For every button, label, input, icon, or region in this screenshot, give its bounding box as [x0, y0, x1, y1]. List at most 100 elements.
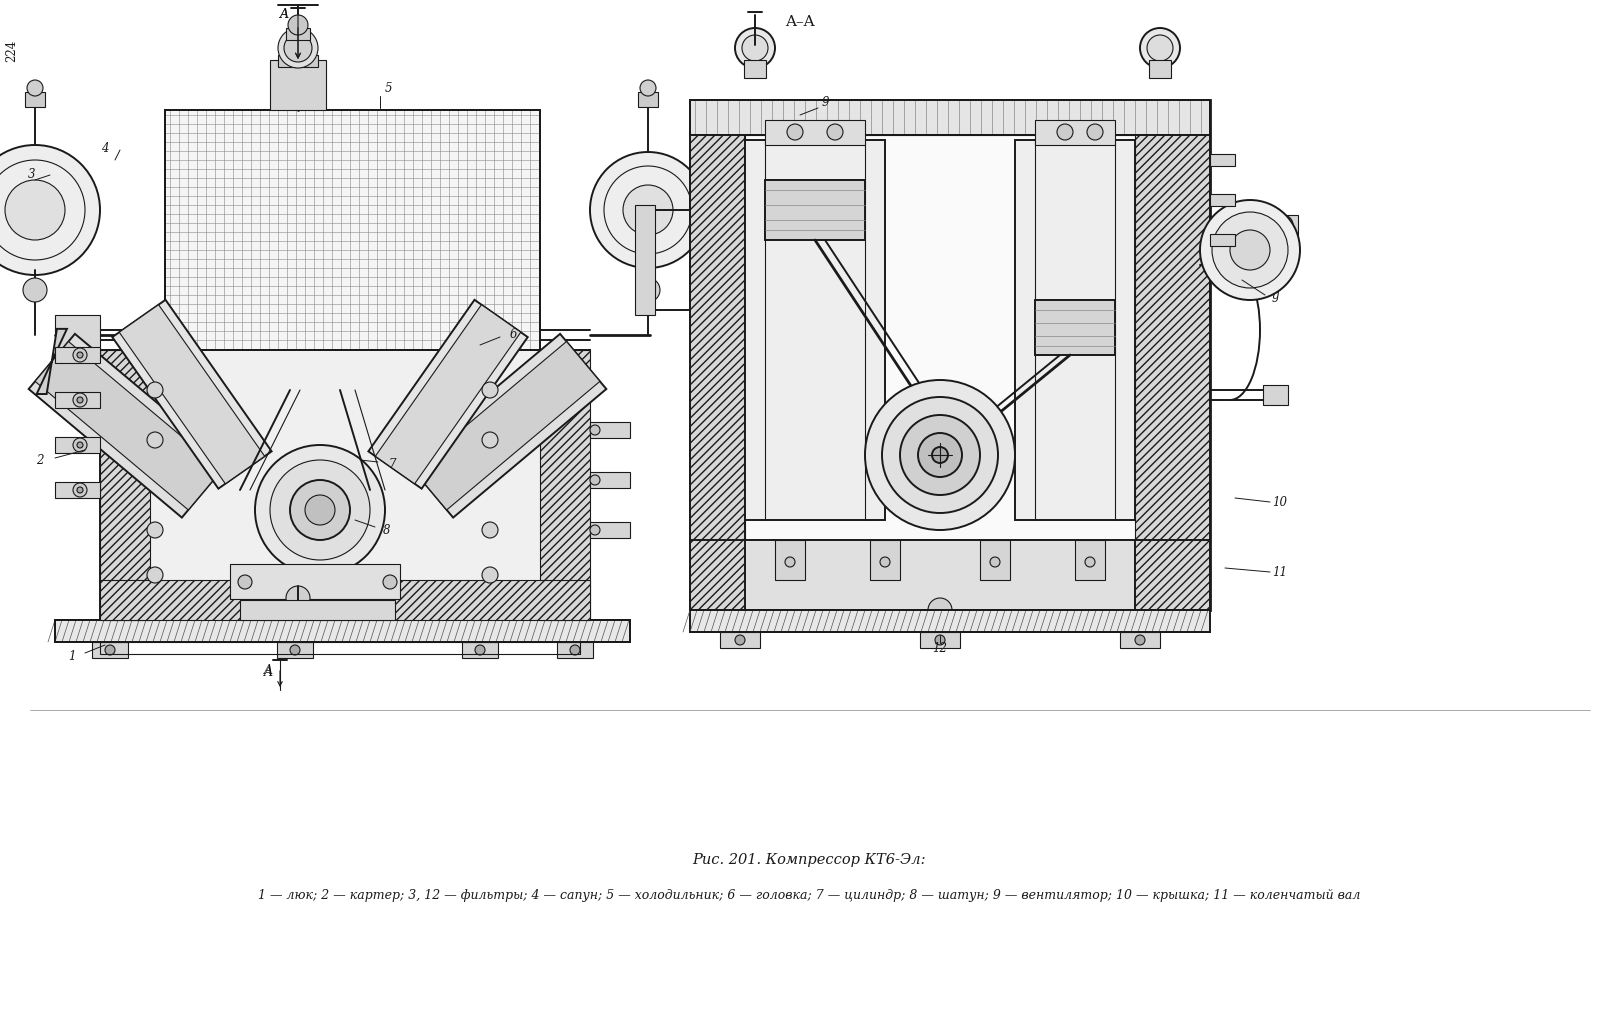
- Circle shape: [881, 557, 890, 567]
- Bar: [979, 540, 1010, 580]
- Bar: [1075, 540, 1106, 580]
- Circle shape: [256, 445, 385, 575]
- Circle shape: [933, 447, 949, 463]
- Bar: [55, 620, 630, 641]
- Bar: [720, 632, 759, 648]
- Bar: [24, 92, 45, 107]
- Circle shape: [23, 278, 47, 302]
- Bar: [1268, 215, 1298, 234]
- Circle shape: [787, 124, 803, 140]
- Polygon shape: [541, 350, 589, 620]
- Circle shape: [865, 380, 1015, 530]
- Bar: [690, 100, 1209, 135]
- Bar: [557, 641, 593, 658]
- Text: A: A: [264, 666, 272, 680]
- Circle shape: [290, 645, 300, 655]
- Bar: [1209, 154, 1235, 166]
- Bar: [766, 120, 865, 145]
- Bar: [1035, 120, 1115, 145]
- Polygon shape: [100, 350, 151, 620]
- Bar: [589, 422, 630, 438]
- Circle shape: [1135, 635, 1145, 645]
- Bar: [1149, 60, 1171, 79]
- Circle shape: [147, 522, 164, 538]
- Bar: [745, 135, 1135, 540]
- Circle shape: [474, 645, 486, 655]
- Text: A: A: [280, 7, 288, 21]
- Bar: [100, 641, 580, 654]
- Text: 3: 3: [28, 168, 36, 182]
- Polygon shape: [406, 334, 607, 518]
- Bar: [55, 392, 100, 408]
- Circle shape: [105, 645, 115, 655]
- Text: g: g: [1271, 288, 1279, 302]
- Circle shape: [640, 80, 656, 96]
- Circle shape: [482, 567, 499, 583]
- Bar: [638, 92, 657, 107]
- Circle shape: [278, 28, 317, 68]
- Bar: [745, 60, 766, 79]
- Circle shape: [5, 180, 65, 240]
- Bar: [589, 472, 630, 488]
- Polygon shape: [690, 135, 745, 580]
- Polygon shape: [1135, 135, 1209, 580]
- Bar: [1209, 194, 1235, 206]
- Polygon shape: [690, 540, 1209, 611]
- Bar: [869, 540, 900, 580]
- Bar: [240, 600, 395, 620]
- Circle shape: [636, 278, 661, 302]
- Circle shape: [570, 645, 580, 655]
- Text: A–A: A–A: [785, 15, 814, 29]
- Circle shape: [304, 495, 335, 525]
- Bar: [270, 60, 325, 109]
- Bar: [745, 540, 1135, 611]
- Text: 6: 6: [510, 328, 516, 342]
- Bar: [690, 100, 1209, 135]
- Polygon shape: [29, 334, 228, 518]
- Circle shape: [1213, 212, 1289, 288]
- Bar: [287, 28, 309, 40]
- Circle shape: [936, 635, 945, 645]
- Text: Рис. 201. Компрессор КТ6-Эл:: Рис. 201. Компрессор КТ6-Эл:: [693, 853, 926, 867]
- Bar: [1035, 300, 1115, 355]
- Circle shape: [78, 352, 83, 358]
- Circle shape: [735, 635, 745, 645]
- Circle shape: [742, 35, 767, 61]
- Bar: [92, 641, 128, 658]
- Bar: [1209, 234, 1235, 246]
- Circle shape: [147, 382, 164, 398]
- Circle shape: [288, 15, 308, 35]
- Bar: [690, 611, 1209, 632]
- Bar: [230, 564, 400, 599]
- Circle shape: [287, 586, 309, 611]
- Bar: [278, 55, 317, 67]
- Polygon shape: [36, 342, 222, 510]
- Polygon shape: [112, 300, 272, 489]
- Text: 11: 11: [1273, 565, 1287, 578]
- Circle shape: [482, 522, 499, 538]
- Circle shape: [589, 475, 601, 486]
- Circle shape: [78, 442, 83, 448]
- Text: 1: 1: [68, 650, 76, 662]
- Bar: [1120, 632, 1159, 648]
- Circle shape: [589, 152, 706, 268]
- Text: 4: 4: [102, 142, 108, 155]
- Circle shape: [1086, 124, 1103, 140]
- Circle shape: [589, 525, 601, 535]
- Circle shape: [785, 557, 795, 567]
- Circle shape: [147, 432, 164, 448]
- Circle shape: [78, 397, 83, 403]
- Circle shape: [270, 460, 371, 560]
- Bar: [277, 641, 312, 658]
- Polygon shape: [369, 300, 528, 489]
- Circle shape: [827, 124, 843, 140]
- Bar: [165, 109, 541, 350]
- Text: 7: 7: [389, 459, 395, 471]
- Text: 12: 12: [933, 641, 947, 655]
- Text: 5: 5: [384, 82, 392, 94]
- Bar: [55, 347, 100, 363]
- Circle shape: [1273, 215, 1294, 234]
- Circle shape: [928, 598, 952, 622]
- Circle shape: [147, 567, 164, 583]
- Circle shape: [290, 480, 350, 540]
